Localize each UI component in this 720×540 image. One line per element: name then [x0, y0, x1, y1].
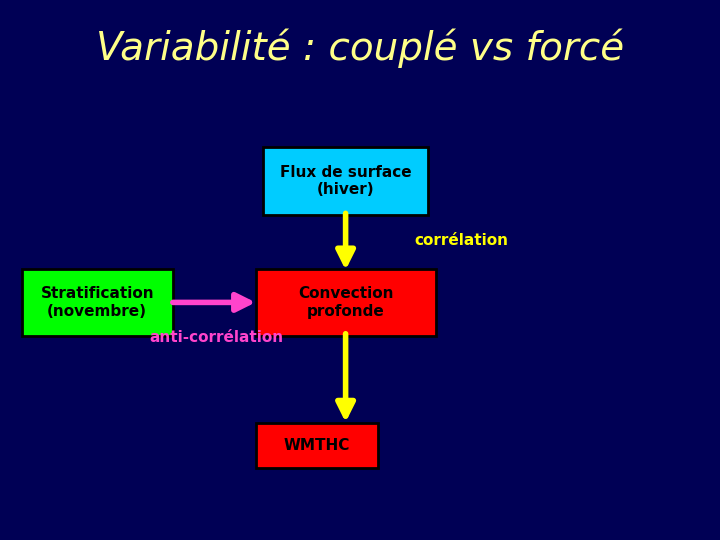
- Text: Stratification
(novembre): Stratification (novembre): [40, 286, 154, 319]
- Text: Convection
profonde: Convection profonde: [298, 286, 393, 319]
- FancyBboxPatch shape: [256, 422, 378, 469]
- FancyBboxPatch shape: [256, 269, 436, 336]
- Text: WMTHC: WMTHC: [284, 438, 350, 453]
- Text: Flux de surface
(hiver): Flux de surface (hiver): [280, 165, 411, 197]
- FancyBboxPatch shape: [22, 269, 173, 336]
- Text: corrélation: corrélation: [414, 233, 508, 248]
- FancyBboxPatch shape: [263, 147, 428, 214]
- Text: anti-corrélation: anti-corrélation: [149, 330, 283, 345]
- Text: Variabilité : couplé vs forcé: Variabilité : couplé vs forcé: [96, 29, 624, 69]
